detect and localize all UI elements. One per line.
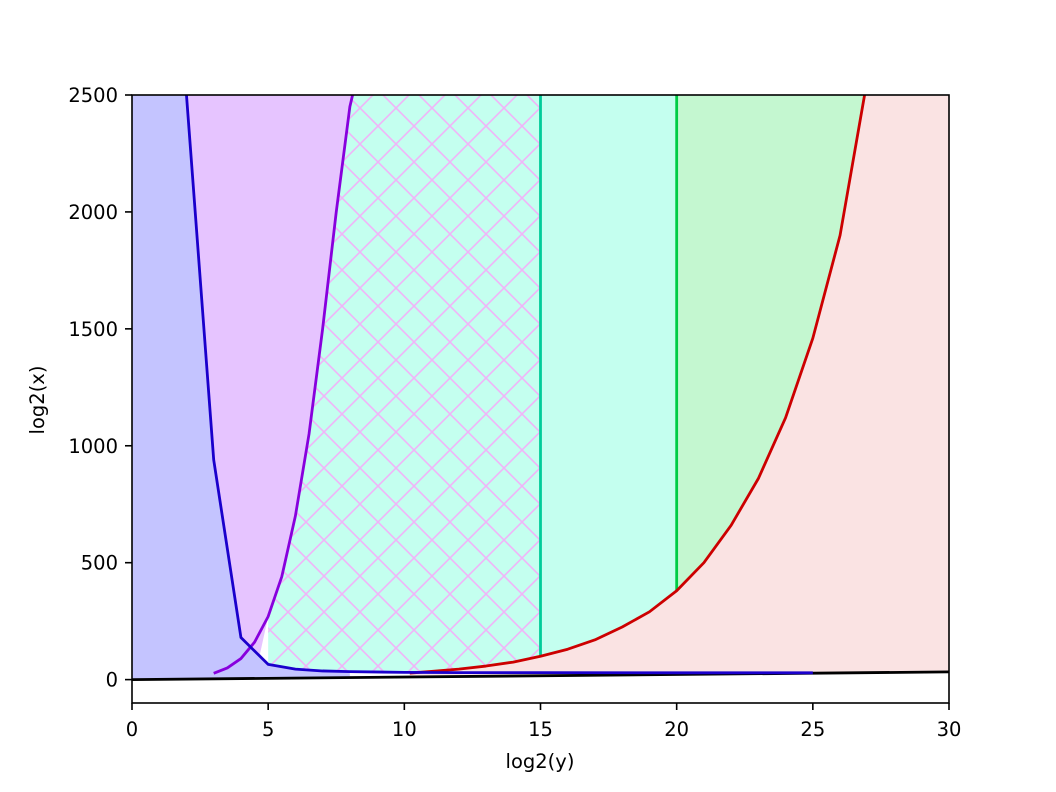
series-line-4 xyxy=(213,95,354,675)
series-line-0 xyxy=(132,670,949,682)
x-tick-label: 0 xyxy=(126,718,138,741)
y-tick-label: 1500 xyxy=(68,318,118,341)
x-tick-label: 15 xyxy=(528,718,553,741)
x-tick-label: 20 xyxy=(664,718,689,741)
x-axis-label: log2(y) xyxy=(506,750,575,773)
purple-region xyxy=(186,95,353,665)
blue-region xyxy=(132,95,350,680)
series-line-3 xyxy=(409,95,866,675)
x-axis: 0 5 10 15 20 25 30 xyxy=(126,703,962,741)
y-axis-label: log2(x) xyxy=(26,366,49,435)
red-region xyxy=(409,95,949,678)
y-axis: 0 500 1000 1500 2000 2500 xyxy=(68,84,132,692)
y-tick-label: 500 xyxy=(81,552,118,575)
y-tick-label: 2500 xyxy=(68,84,118,107)
x-tick-label: 25 xyxy=(800,718,825,741)
y-tick-label: 1000 xyxy=(68,435,118,458)
green-region xyxy=(676,95,865,591)
series-line-5 xyxy=(185,95,813,675)
hatched-region xyxy=(268,95,541,674)
series-lines xyxy=(132,95,949,682)
region-fills xyxy=(132,95,949,680)
y-tick-label: 0 xyxy=(106,669,118,692)
x-tick-label: 10 xyxy=(392,718,417,741)
y-tick-label: 2000 xyxy=(68,201,118,224)
x-tick-label: 5 xyxy=(262,718,274,741)
x-tick-label: 30 xyxy=(937,718,962,741)
